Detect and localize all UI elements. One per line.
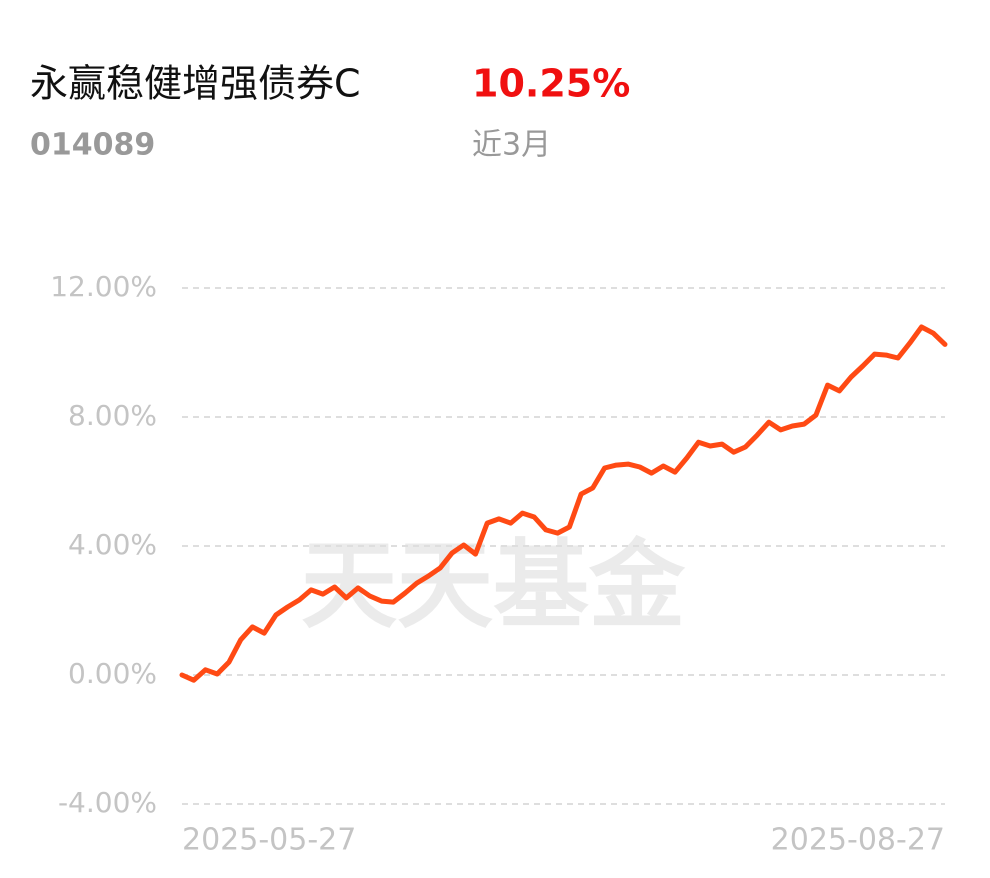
data-line xyxy=(179,324,948,683)
watermark: 天天基金 xyxy=(301,529,686,641)
y-tick-label: 8.00% xyxy=(68,399,157,432)
fund-name: 永赢稳健增强债券C xyxy=(30,62,361,106)
y-tick-label: 12.00% xyxy=(50,270,157,303)
return-period: 近3月 xyxy=(472,128,551,163)
y-tick-label: 0.00% xyxy=(68,657,157,690)
fund-return: 10.25% xyxy=(472,62,630,106)
y-tick-label: -4.00% xyxy=(58,786,157,819)
x-tick-label: 2025-05-27 xyxy=(182,823,356,858)
y-tick-label: 4.00% xyxy=(68,528,157,561)
fund-code: 014089 xyxy=(30,128,155,163)
x-tick-label: 2025-08-27 xyxy=(771,823,945,858)
